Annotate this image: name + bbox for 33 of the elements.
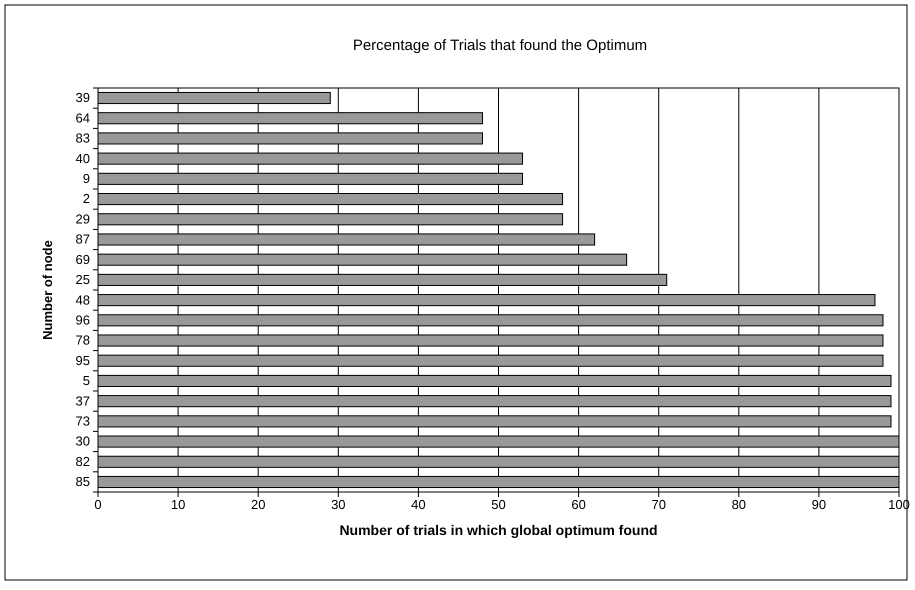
- x-tick-label: 80: [732, 497, 746, 512]
- x-tick-label: 20: [250, 497, 266, 512]
- y-tick-label: 2: [82, 191, 90, 206]
- y-tick-label: 87: [76, 232, 90, 247]
- y-tick-label: 29: [76, 211, 90, 226]
- y-tick-label: 30: [76, 434, 90, 449]
- y-tick-label: 82: [76, 454, 90, 469]
- y-tick-label: 25: [76, 272, 90, 288]
- x-tick-label: 40: [411, 497, 426, 512]
- y-tick-label: 9: [82, 171, 90, 186]
- chart-title: Percentage of Trials that found the Optimum: [352, 37, 648, 54]
- x-tick-label: 0: [94, 497, 102, 512]
- y-tick-label: 69: [76, 252, 90, 267]
- y-tick-label: 37: [76, 393, 90, 408]
- y-tick-label: 48: [76, 292, 90, 308]
- y-tick-label: 64: [76, 110, 90, 126]
- x-tick-label: 10: [170, 497, 186, 512]
- y-axis-title: Number of node: [40, 240, 55, 340]
- y-tick-label: 40: [76, 150, 90, 166]
- y-tick-label: 83: [76, 130, 90, 146]
- x-tick-label: 30: [331, 497, 346, 512]
- x-tick-label: 50: [491, 497, 506, 512]
- x-axis-title: Number of trials in which global optimum found: [339, 522, 658, 538]
- y-tick-label: 73: [76, 414, 90, 429]
- y-tick-label: 95: [76, 352, 90, 368]
- x-tick-label: 70: [651, 497, 666, 512]
- x-tick-label: 90: [812, 497, 826, 512]
- y-tick-label: 85: [76, 474, 90, 490]
- y-tick-label: 5: [82, 373, 90, 388]
- y-tick-label: 96: [76, 312, 90, 328]
- y-tick-label: 39: [76, 90, 90, 106]
- y-tick-label: 78: [76, 332, 90, 348]
- x-tick-label: 60: [571, 497, 586, 512]
